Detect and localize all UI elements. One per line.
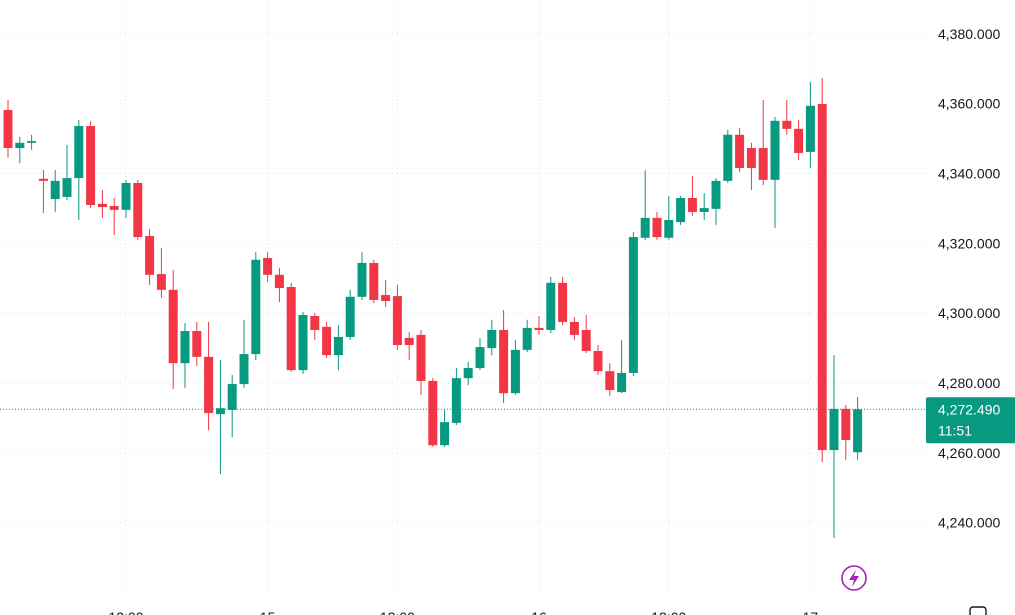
candle-body bbox=[204, 356, 214, 414]
candle-body bbox=[133, 182, 143, 238]
candle-body bbox=[62, 178, 72, 197]
candle-body bbox=[735, 134, 745, 168]
candle-body bbox=[322, 326, 332, 356]
axis-icon[interactable] bbox=[969, 606, 987, 615]
candle-body bbox=[770, 120, 780, 180]
candle-body bbox=[145, 236, 155, 275]
y-tick-label: 4,380.000 bbox=[938, 26, 1000, 42]
candle-body bbox=[593, 350, 603, 372]
candle-body bbox=[27, 141, 37, 143]
candle-body bbox=[3, 109, 13, 149]
signal-bolt[interactable] bbox=[849, 570, 859, 587]
candle-body bbox=[381, 295, 391, 301]
candle-body bbox=[156, 274, 166, 290]
y-tick-label: 4,340.000 bbox=[938, 166, 1000, 182]
y-tick-label: 4,280.000 bbox=[938, 375, 1000, 391]
signal-icon[interactable] bbox=[841, 565, 867, 591]
candle-body bbox=[286, 287, 296, 371]
candle-body bbox=[298, 314, 308, 371]
candle-body bbox=[239, 354, 249, 385]
candle-body bbox=[357, 262, 367, 297]
candle-body bbox=[499, 329, 509, 394]
candle-body bbox=[853, 409, 863, 453]
candle-body bbox=[109, 206, 119, 210]
candle-body bbox=[687, 197, 697, 212]
x-tick-label: 17 bbox=[803, 609, 819, 615]
candle-body bbox=[558, 282, 568, 322]
candle-body bbox=[628, 237, 638, 373]
candle-body bbox=[97, 203, 107, 208]
candle-body bbox=[251, 259, 261, 355]
candle-body bbox=[392, 296, 402, 345]
candle-body bbox=[475, 347, 485, 369]
candle-body bbox=[333, 336, 343, 356]
candle-body bbox=[440, 422, 450, 446]
candle-body bbox=[569, 321, 579, 335]
y-tick-label: 4,360.000 bbox=[938, 96, 1000, 112]
last-price-label: 4,272.490 bbox=[938, 401, 1000, 417]
candle-body bbox=[180, 331, 190, 364]
candle-body bbox=[416, 334, 426, 381]
candle-body bbox=[227, 384, 237, 410]
candle-body bbox=[758, 148, 768, 180]
candle-body bbox=[522, 327, 532, 350]
candle-body bbox=[652, 217, 662, 238]
candle-body bbox=[605, 371, 615, 391]
y-tick-label: 4,240.000 bbox=[938, 515, 1000, 531]
candle-body bbox=[15, 142, 25, 149]
candle-body bbox=[215, 408, 225, 415]
candle-body bbox=[676, 197, 686, 223]
candle-body bbox=[782, 120, 792, 129]
x-tick-label: 12:00 bbox=[380, 609, 415, 615]
candle-body bbox=[510, 349, 520, 394]
candle-body bbox=[428, 380, 438, 446]
candle-body bbox=[345, 296, 355, 337]
candle-body bbox=[817, 104, 827, 451]
candle-body bbox=[546, 282, 556, 330]
candle-body bbox=[699, 208, 709, 212]
candle-body bbox=[263, 258, 273, 275]
candle-body bbox=[38, 178, 48, 181]
candle-body bbox=[829, 408, 839, 451]
candle-body bbox=[723, 134, 733, 181]
x-tick-label: 12:00 bbox=[108, 609, 143, 615]
candle-body bbox=[841, 408, 851, 440]
candle-body bbox=[274, 274, 284, 289]
candle-body bbox=[463, 368, 473, 379]
candle-body bbox=[581, 329, 591, 351]
x-tick-label: 16 bbox=[531, 609, 547, 615]
candle-body bbox=[794, 128, 804, 153]
candle-body bbox=[487, 329, 497, 349]
candle-body bbox=[664, 219, 674, 238]
x-tick-label: 15 bbox=[260, 609, 276, 615]
candle-body bbox=[711, 180, 721, 209]
candle-body bbox=[86, 126, 96, 205]
candle-body bbox=[404, 338, 414, 345]
y-tick-label: 4,300.000 bbox=[938, 305, 1000, 321]
y-tick-label: 4,260.000 bbox=[938, 445, 1000, 461]
candle-body bbox=[805, 105, 815, 152]
x-tick-label: 12:00 bbox=[651, 609, 686, 615]
last-price-box bbox=[926, 397, 1015, 444]
candle-body bbox=[121, 182, 131, 210]
candle-body bbox=[310, 316, 320, 330]
countdown-label: 11:51 bbox=[938, 422, 972, 438]
candle-body bbox=[451, 378, 461, 423]
candle-body bbox=[534, 327, 544, 330]
candle-body bbox=[192, 331, 202, 357]
candle-body bbox=[640, 217, 650, 238]
y-tick-label: 4,320.000 bbox=[938, 235, 1000, 251]
candle-body bbox=[617, 372, 627, 393]
candle-body bbox=[50, 180, 60, 200]
candle-body bbox=[746, 148, 756, 168]
candle-body bbox=[74, 126, 84, 179]
candle-body bbox=[369, 262, 379, 300]
candle-body bbox=[168, 289, 178, 364]
